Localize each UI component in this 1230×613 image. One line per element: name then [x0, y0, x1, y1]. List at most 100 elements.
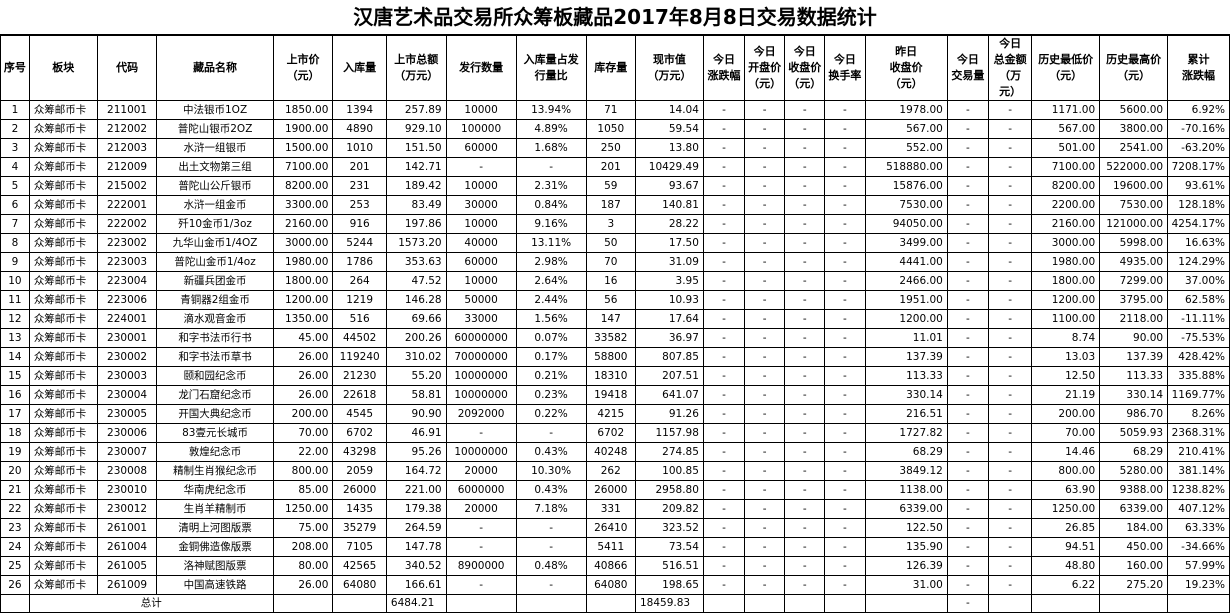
table-cell: 1727.82 [864, 423, 948, 443]
table-cell: 230001 [96, 328, 158, 348]
table-cell: 223006 [96, 290, 158, 310]
table-cell: 250 [585, 138, 636, 158]
table-cell: 800.00 [272, 461, 334, 481]
table-cell: 1435 [332, 499, 387, 519]
table-cell: - [824, 461, 866, 481]
table-cell: 26.00 [272, 366, 334, 386]
column-header: 现市值 （万元） [634, 35, 704, 101]
table-cell: 222002 [96, 214, 158, 234]
table-cell: - [988, 309, 1033, 329]
table-cell: 26000 [332, 480, 387, 500]
table-cell: 50 [585, 233, 636, 253]
table-cell: 26410 [585, 518, 636, 538]
table-cell: 201 [332, 157, 387, 177]
table-cell: 10000 [445, 100, 517, 120]
column-header: 发行数量 [445, 35, 517, 101]
table-cell: 4215 [585, 404, 636, 424]
table-cell: - [988, 461, 1033, 481]
table-cell: 敦煌纪念币 [156, 442, 274, 462]
table-cell: 5244 [332, 233, 387, 253]
table-cell: - [946, 157, 990, 177]
table-cell: - [784, 100, 826, 120]
table-cell: 金铜佛造像版票 [156, 537, 274, 557]
table-cell: 70000000 [445, 347, 517, 367]
table-cell: 0.84% [515, 195, 587, 215]
table-cell: 1786 [332, 252, 387, 272]
table-cell: - [702, 347, 746, 367]
table-cell: - [784, 233, 826, 253]
table-cell: - [824, 423, 866, 443]
table-cell: 201 [585, 157, 636, 177]
table-cell: - [824, 328, 866, 348]
table-cell: 九华山金币1/4OZ [156, 233, 274, 253]
column-header: 今日 总金额 （万元） [988, 35, 1033, 101]
column-header: 今日 涨跌幅 [702, 35, 746, 101]
table-cell: 516.51 [634, 556, 704, 576]
table-cell: 17.50 [634, 233, 704, 253]
table-cell: 2200.00 [1031, 195, 1101, 215]
table-cell: - [445, 575, 517, 595]
table-cell: 普陀山金币1/4oz [156, 252, 274, 272]
table-cell: 10429.49 [634, 157, 704, 177]
table-cell: 2160.00 [1031, 214, 1101, 234]
table-cell: - [702, 556, 746, 576]
table-cell: 10000 [445, 214, 517, 234]
table-cell: 普陀山银币2OZ [156, 119, 274, 139]
table-cell: - [515, 157, 587, 177]
table-row: 18 众筹邮币卡 230006 83壹元长城币 70.00 6702 46.91- -6702… [0, 423, 1230, 443]
table-cell: 22 [0, 499, 30, 519]
table-row: 22 众筹邮币卡 230012 生肖羊精制币 1250.00 1435 179.38 2000… [0, 499, 1230, 519]
table-cell: 6339.00 [1099, 499, 1169, 519]
table-row: 10 众筹邮币卡 223004 新疆兵团金币 1800.00 264 47.52 10000 2… [0, 271, 1230, 291]
table-cell: - [784, 575, 826, 595]
table-cell: 90.90 [385, 404, 447, 424]
table-cell: - [744, 309, 786, 329]
table-cell: - [824, 537, 866, 557]
table-cell: - [784, 556, 826, 576]
table-cell: 众筹邮币卡 [28, 575, 98, 595]
table-row: 9 众筹邮币卡 223003 普陀山金币1/4oz 1980.00 1786 353.63 6… [0, 252, 1230, 272]
column-header: 入库量占发 行量比 [515, 35, 587, 101]
table-cell: 0.23% [515, 385, 587, 405]
table-cell: 2118.00 [1099, 309, 1169, 329]
table-cell: 264.59 [385, 518, 447, 538]
table-row: 14 众筹邮币卡 230002 和字书法币草书 26.00 119240 310.02 700… [0, 347, 1230, 367]
table-cell: 5280.00 [1099, 461, 1169, 481]
table-cell: - [702, 195, 746, 215]
table-cell: - [946, 347, 990, 367]
table-cell: 众筹邮币卡 [28, 366, 98, 386]
table-cell: 331 [585, 499, 636, 519]
table-cell: - [946, 461, 990, 481]
total-cell [585, 594, 636, 613]
table-cell: 1219 [332, 290, 387, 310]
table-cell: - [744, 404, 786, 424]
table-cell: 众筹邮币卡 [28, 518, 98, 538]
table-cell: - [744, 423, 786, 443]
table-cell: 26 [0, 575, 30, 595]
table-cell: 3.95 [634, 271, 704, 291]
table-cell: 众筹邮币卡 [28, 328, 98, 348]
table-cell: - [702, 385, 746, 405]
table-cell: 6000000 [445, 480, 517, 500]
table-row: 2 众筹邮币卡 212002 普陀山银币2OZ 1900.00 4890 929.10 100… [0, 119, 1230, 139]
table-cell: 522000.00 [1099, 157, 1169, 177]
table-cell: - [702, 100, 746, 120]
table-cell: 330.14 [1099, 385, 1169, 405]
table-cell: 212002 [96, 119, 158, 139]
table-row: 15 众筹邮币卡 230003 颐和园纪念币 26.00 21230 55.20 100000… [0, 366, 1230, 386]
table-cell: 230002 [96, 347, 158, 367]
total-cell: 6484.21 [385, 594, 447, 613]
table-cell: 212009 [96, 157, 158, 177]
table-cell: 4254.17% [1167, 214, 1230, 234]
table-cell: 1157.98 [634, 423, 704, 443]
table-cell: 381.14% [1167, 461, 1230, 481]
table-cell: 198.65 [634, 575, 704, 595]
table-cell: 7 [0, 214, 30, 234]
table-cell: 众筹邮币卡 [28, 119, 98, 139]
table-cell: - [946, 176, 990, 196]
table-cell: 916 [332, 214, 387, 234]
table-cell: 223002 [96, 233, 158, 253]
table-cell: - [946, 499, 990, 519]
table-cell: 众筹邮币卡 [28, 214, 98, 234]
table-cell: 1169.77% [1167, 385, 1230, 405]
